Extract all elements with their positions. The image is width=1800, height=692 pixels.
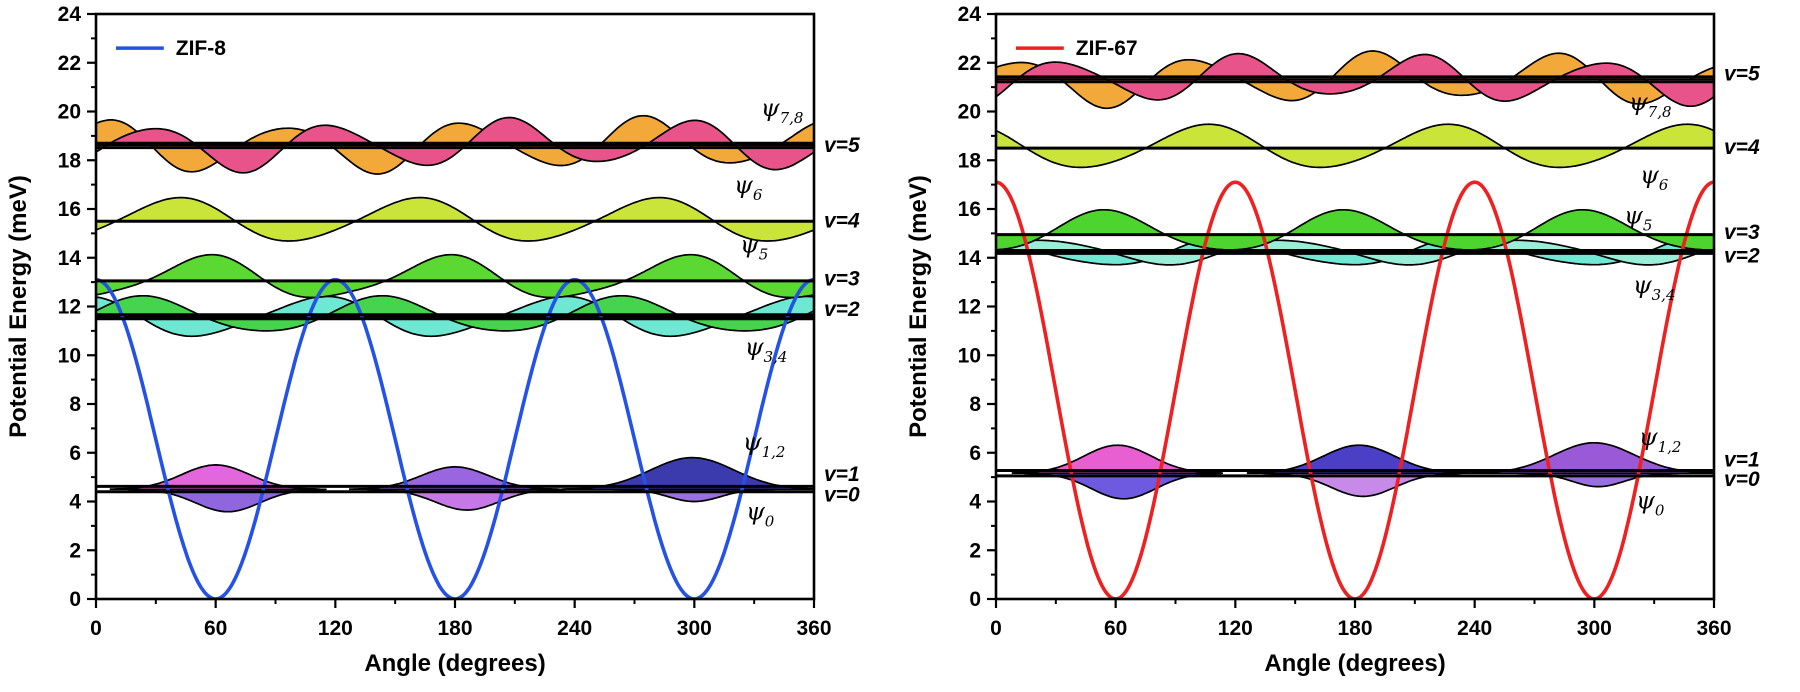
level-label: v=5	[1724, 63, 1760, 86]
level-label: v=4	[1724, 136, 1760, 159]
y-tick-label: 8	[969, 393, 981, 416]
wavefunction-label: ψ1,2	[743, 428, 786, 461]
plot-area	[996, 50, 1714, 599]
x-tick-label: 120	[1218, 617, 1253, 640]
wavefunction-label: ψ0	[746, 497, 775, 530]
y-tick-label: 22	[958, 52, 981, 75]
x-tick-label: 300	[677, 617, 712, 640]
y-tick-label: 20	[58, 101, 81, 124]
x-tick-label: 300	[1577, 617, 1612, 640]
y-tick-label: 4	[969, 491, 981, 514]
axis-frame	[94, 12, 816, 601]
wavefunction-label: ψ0	[1636, 487, 1665, 520]
y-tick-label: 8	[69, 393, 81, 416]
wavefunction-label: ψ6	[734, 171, 763, 204]
y-tick-label: 14	[958, 247, 982, 270]
potential-curve	[996, 180, 1714, 599]
psi3-curve	[996, 236, 1714, 266]
y-tick-label: 18	[958, 149, 982, 172]
y-tick-label: 2	[69, 539, 81, 562]
psi1-2-lobe	[1011, 444, 1223, 475]
y-tick-label: 16	[58, 198, 81, 221]
level-label: v=5	[824, 134, 860, 157]
psi3-curve	[96, 295, 814, 338]
energy-levels-group	[996, 75, 1714, 478]
wavefunction-label: ψ3,4	[745, 333, 788, 366]
legend-label: ZIF-67	[1076, 37, 1138, 60]
legend: ZIF-67	[1015, 37, 1138, 60]
y-tick-label: 4	[69, 491, 81, 514]
psi5-curve	[96, 253, 814, 299]
psi8-curve	[996, 52, 1714, 108]
x-tick-label: 180	[437, 617, 472, 640]
zif8-chart: 0 60 120 180 240 300 360024681012141618202224A…	[5, 3, 860, 677]
y-tick-label: 12	[958, 296, 981, 319]
psi1-2-lobe	[1246, 444, 1472, 475]
wavefunction-label: ψ5	[1624, 201, 1652, 234]
psi4-curve	[96, 294, 814, 332]
wavefunction-label: ψ3,4	[1633, 271, 1676, 304]
psi6-curve	[96, 196, 814, 242]
x-tick-label: 180	[1337, 617, 1372, 640]
x-tick-label: 240	[557, 617, 592, 640]
psi8-curve	[96, 116, 814, 174]
psi5-curve	[996, 208, 1714, 251]
zif67-panel: 0 60 120 180 240 300 360 0 2 4 6 8 10 12 14 16 18 20 22 24 A…	[900, 0, 1800, 687]
wavefunctions-group	[996, 50, 1714, 500]
y-tick-label: 10	[958, 344, 981, 367]
y-tick-label: 22	[58, 52, 81, 75]
wavefunction-label: ψ5	[740, 231, 768, 264]
y-axis-title: Potential Energy (meV)	[905, 175, 932, 438]
y-tick-label: 6	[69, 442, 81, 465]
plot-area	[96, 114, 814, 599]
y-tick-label: 2	[969, 539, 981, 562]
x-tick-label: 360	[796, 617, 831, 640]
level-label: v=0	[1724, 468, 1760, 491]
zif67-chart: 0 60 120 180 240 300 360024681012141618202224A…	[905, 3, 1760, 677]
level-label: v=0	[824, 484, 860, 507]
x-tick-label: 240	[1457, 617, 1492, 640]
x-tick-label: 0	[90, 617, 102, 640]
y-tick-label: 16	[958, 198, 981, 221]
psi6-curve	[996, 123, 1714, 169]
y-tick-label: 18	[58, 149, 82, 172]
x-tick-label: 120	[318, 617, 353, 640]
y-axis-title: Potential Energy (meV)	[5, 175, 32, 438]
level-label: v=2	[824, 298, 860, 321]
level-label: v=1	[824, 463, 860, 486]
level-label: v=3	[1724, 221, 1760, 244]
y-tick-label: 0	[69, 588, 81, 611]
wavefunction-label: ψ7,8	[761, 94, 804, 127]
x-tick-label: 360	[1696, 617, 1731, 640]
wavefunction-label: ψ6	[1640, 161, 1669, 194]
x-tick-label: 60	[1104, 617, 1127, 640]
legend-label: ZIF-8	[176, 37, 226, 60]
y-tick-label: 6	[969, 442, 981, 465]
level-label: v=3	[824, 267, 860, 290]
legend: ZIF-8	[115, 37, 226, 60]
y-tick-label: 0	[969, 588, 981, 611]
y-tick-label: 24	[958, 3, 982, 26]
y-tick-label: 14	[58, 247, 82, 270]
x-tick-label: 60	[204, 617, 227, 640]
wavefunction-label: ψ1,2	[1639, 423, 1682, 456]
y-tick-label: 24	[58, 3, 82, 26]
level-label: v=4	[824, 210, 860, 233]
x-axis-title: Angle (degrees)	[1264, 650, 1445, 677]
psi1-2-lobe	[561, 456, 814, 491]
zif8-panel: 0 60 120 180 240 300 360 0 2 4 6 8 10 12 14 16 18 20 22 24 A…	[0, 0, 900, 687]
level-label: v=1	[1724, 449, 1760, 472]
energy-levels-group	[96, 141, 814, 494]
y-tick-label: 20	[958, 101, 981, 124]
y-tick-label: 10	[58, 344, 81, 367]
x-axis-title: Angle (degrees)	[364, 650, 545, 677]
wavefunction-label: ψ7,8	[1629, 88, 1672, 121]
y-tick-label: 12	[58, 296, 81, 319]
x-tick-label: 0	[990, 617, 1002, 640]
level-label: v=2	[1724, 244, 1760, 267]
